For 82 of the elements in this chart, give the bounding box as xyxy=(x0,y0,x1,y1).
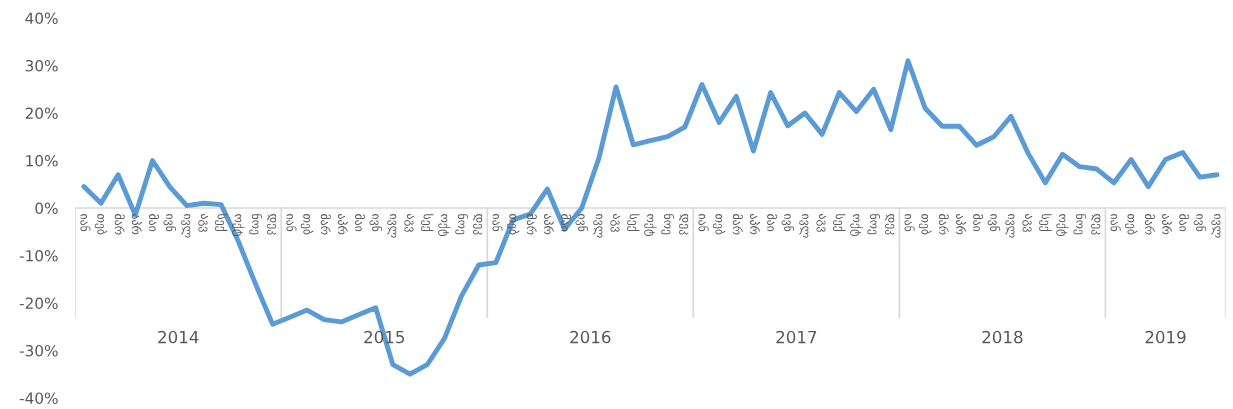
x-tick-label: ნოე xyxy=(661,214,674,235)
x-tick-label: მარ xyxy=(732,214,743,235)
x-tick-label: დეკ xyxy=(266,214,277,235)
x-tick-label: თებ xyxy=(300,214,314,235)
y-tick-label: 0% xyxy=(35,202,58,214)
x-tick-label: ივლ xyxy=(387,214,397,238)
x-tick-label: მარ xyxy=(1144,214,1155,235)
y-tick-label: 20% xyxy=(25,107,58,120)
line-series xyxy=(81,58,1220,377)
y-tick-label: -40% xyxy=(19,392,58,404)
x-tick-label: აპრ xyxy=(750,214,760,235)
x-tick-label: თებ xyxy=(506,214,520,235)
y-tick-label: -30% xyxy=(19,344,58,357)
x-tick-label: თებ xyxy=(94,214,108,235)
x-tick-label: ივნ xyxy=(987,214,1001,232)
x-tick-label: დეკ xyxy=(885,214,895,235)
x-tick-label: სექ xyxy=(420,214,434,231)
x-tick-label: თებ xyxy=(918,214,932,235)
x-tick-label: ოქტ xyxy=(232,214,245,237)
x-tick-label: აგვ xyxy=(610,214,621,232)
x-tick-label: ივნ xyxy=(1193,214,1207,232)
x-tick-label: ნოე xyxy=(455,214,468,235)
y-tick-label: -10% xyxy=(19,249,58,262)
x-tick-label: აგვ xyxy=(816,214,827,232)
x-tick-label: ოქტ xyxy=(1056,214,1069,237)
x-tick-label: მაი xyxy=(561,214,572,232)
y-tick-label: 30% xyxy=(25,59,58,72)
x-tick-label: აგვ xyxy=(1022,214,1033,232)
y-tick-label: -20% xyxy=(19,297,58,309)
x-tick-label: ივნ xyxy=(575,214,589,232)
annotation: 2018 xyxy=(982,330,1023,344)
x-tick-label: მაი xyxy=(973,214,984,232)
x-tick-label: იან xyxy=(698,214,709,232)
x-tick-label: ოქტ xyxy=(438,214,451,237)
x-tick-label: ნოე xyxy=(249,214,262,235)
x-tick-label: იან xyxy=(286,214,297,232)
x-tick-label: იან xyxy=(80,214,91,232)
x-tick-label: სექ xyxy=(626,214,640,231)
x-tick-label: აპრ xyxy=(1162,214,1173,235)
x-tick-label: სექ xyxy=(214,214,228,231)
x-tick-label: მაი xyxy=(355,214,366,232)
x-tick-label: ივნ xyxy=(781,214,795,232)
x-tick-label: დეკ xyxy=(1091,214,1101,235)
annotation: 2017 xyxy=(776,330,817,344)
x-tick-label: სექ xyxy=(833,214,846,231)
x-tick-label: ივნ xyxy=(369,214,382,232)
x-tick-label: მაი xyxy=(1179,214,1190,232)
x-tick-label: იან xyxy=(1110,214,1121,232)
x-tick-label: მაი xyxy=(767,214,778,232)
annotation: 2016 xyxy=(570,330,611,344)
y-tick-label: 10% xyxy=(26,154,58,167)
annotation: 2014 xyxy=(158,330,199,344)
y-tick-label: 40% xyxy=(25,12,58,25)
x-tick-label: აგვ xyxy=(404,214,415,232)
x-tick-label: იან xyxy=(904,214,915,232)
x-tick-label: ნოე xyxy=(867,214,880,235)
x-tick-label: თებ xyxy=(712,214,726,235)
x-tick-label: აპრ xyxy=(337,214,348,235)
x-tick-label: ნოე xyxy=(1073,214,1086,235)
x-tick-label: აპრ xyxy=(543,214,554,235)
x-tick-label: ივლ xyxy=(593,214,603,238)
x-tick-label: მარ xyxy=(938,214,949,235)
x-tick-label: სექ xyxy=(1039,214,1052,231)
x-tick-label: დეკ xyxy=(679,214,689,235)
annotation: 2019 xyxy=(1145,330,1186,344)
x-tick-label: მარ xyxy=(320,214,331,235)
x-tick-label: მარ xyxy=(526,214,537,235)
x-tick-label: აპრ xyxy=(956,214,967,235)
x-tick-label: იან xyxy=(492,214,503,232)
x-tick-label: ოქტ xyxy=(850,214,863,237)
x-tick-label: მარ xyxy=(114,214,125,235)
x-tick-label: ოქტ xyxy=(644,214,657,237)
x-tick-label: ივნ xyxy=(163,214,176,232)
x-tick-label: აგვ xyxy=(198,214,209,232)
x-tick-label: ივლ xyxy=(1005,214,1015,238)
x-tick-label: ივლ xyxy=(799,214,809,238)
x-tick-label: თებ xyxy=(1124,214,1138,235)
x-tick-label: ივლ xyxy=(1211,214,1221,238)
x-tick-label: აპრ xyxy=(131,214,142,235)
x-tick-label: დეკ xyxy=(472,214,483,235)
x-tick-label: ივლ xyxy=(181,214,191,238)
x-tick-label: მაი xyxy=(149,214,160,232)
